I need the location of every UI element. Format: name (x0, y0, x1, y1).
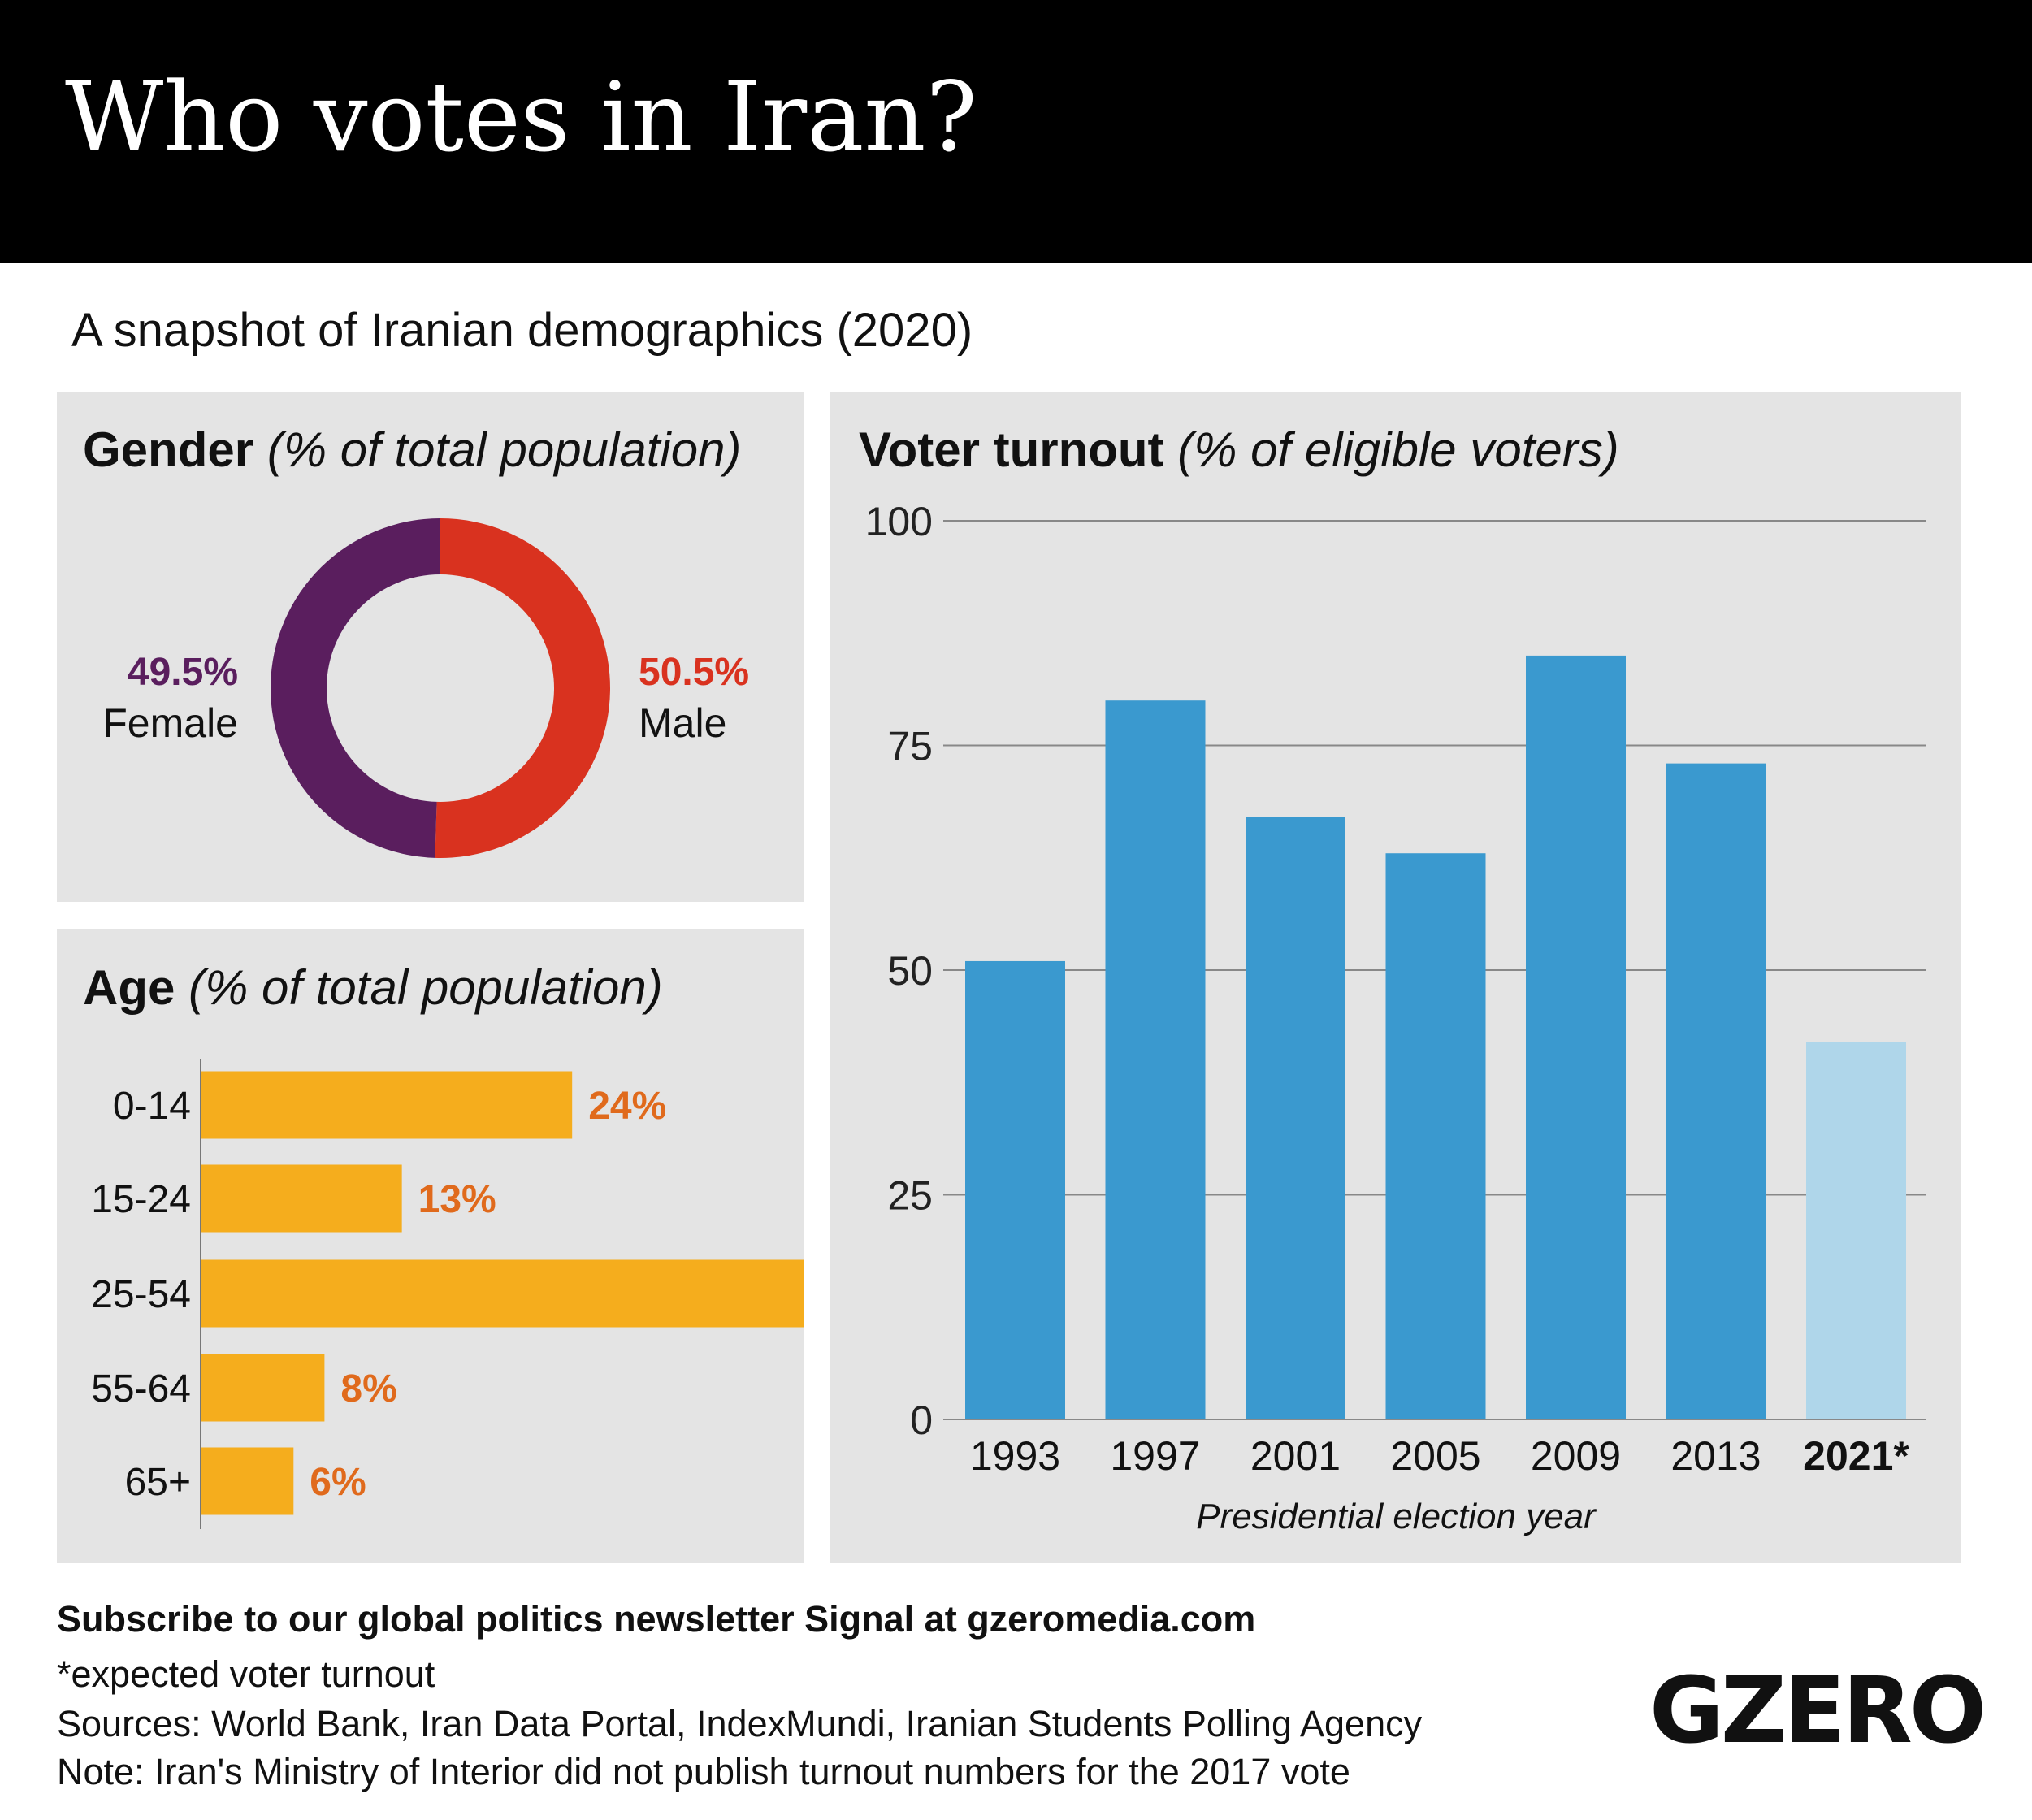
age-value-label: 13% (418, 1178, 496, 1221)
y-tick-label: 100 (865, 499, 933, 544)
female-slice (271, 518, 440, 858)
age-panel: Age (% of total population) 0-14 24% 15-24… (57, 930, 804, 1563)
gender-title: Gender (% of total population) (83, 422, 742, 477)
turnout-bar-1993 (965, 960, 1065, 1419)
y-tick-label: 50 (887, 948, 933, 994)
y-tick-label: 25 (887, 1173, 933, 1219)
male-name-label: Male (639, 700, 726, 746)
subscribe-text: Subscribe to our global politics newslet… (57, 1598, 1256, 1640)
age-category-label: 55-64 (91, 1367, 191, 1410)
gender-donut-chart: 49.5% Female 50.5% Male (102, 518, 749, 858)
age-value-label: 24% (588, 1085, 666, 1128)
x-tick-label: 2001 (1250, 1433, 1341, 1479)
turnout-bar-2021* (1806, 1042, 1906, 1419)
turnout-bar-2013 (1666, 763, 1766, 1419)
age-title: Age (% of total population) (83, 960, 663, 1015)
x-tick-label: 1997 (1110, 1433, 1200, 1479)
note: Note: Iran's Ministry of Interior did no… (57, 1751, 1350, 1792)
male-value-label: 50.5% (639, 651, 749, 694)
turnout-bar-2001 (1246, 817, 1345, 1419)
x-tick-label: 2009 (1531, 1433, 1621, 1479)
x-tick-label: 1993 (970, 1433, 1060, 1479)
female-value-label: 49.5% (128, 651, 238, 694)
gender-panel: Gender (% of total population) 49.5% Fema… (57, 392, 804, 902)
page-title: Who votes in Iran? (65, 61, 977, 173)
header-bar: Who votes in Iran? (0, 0, 2032, 263)
age-bar-25-54 (201, 1259, 804, 1328)
x-tick-label: 2013 (1670, 1433, 1761, 1479)
turnout-panel: Voter turnout (% of eligible voters) 0 25… (830, 392, 1961, 1563)
subtitle: A snapshot of Iranian demographics (2020… (71, 304, 973, 357)
age-value-label: 8% (340, 1367, 396, 1410)
turnout-bar-chart: 0 25 50 75 100 1993 1997 2001 2005 2009 2013 2021* P… (865, 499, 1926, 1536)
age-category-label: 65+ (125, 1461, 191, 1504)
age-bar-55-64 (201, 1354, 325, 1422)
female-name-label: Female (102, 700, 238, 746)
turnout-bar-1997 (1105, 700, 1206, 1419)
footnote: *expected voter turnout (57, 1653, 435, 1695)
sources: Sources: World Bank, Iran Data Portal, I… (57, 1703, 1423, 1744)
male-slice (435, 518, 611, 858)
y-tick-label: 75 (887, 724, 933, 769)
age-bar-15-24 (201, 1164, 402, 1233)
age-category-label: 15-24 (91, 1178, 191, 1221)
age-value-label: 6% (310, 1461, 366, 1504)
age-bar-0-14 (201, 1071, 573, 1139)
age-category-label: 25-54 (91, 1273, 191, 1316)
turnout-bar-2009 (1526, 655, 1626, 1419)
gzero-logo: GZERO (1649, 1658, 1987, 1764)
age-category-label: 0-14 (113, 1085, 191, 1128)
age-bar-65+ (201, 1447, 294, 1515)
x-tick-label: 2021* (1803, 1433, 1909, 1479)
y-tick-label: 0 (910, 1398, 933, 1443)
x-tick-label: 2005 (1390, 1433, 1480, 1479)
turnout-title: Voter turnout (% of eligible voters) (859, 422, 1619, 477)
turnout-bar-2005 (1385, 853, 1486, 1419)
x-axis-label: Presidential election year (1196, 1497, 1597, 1536)
